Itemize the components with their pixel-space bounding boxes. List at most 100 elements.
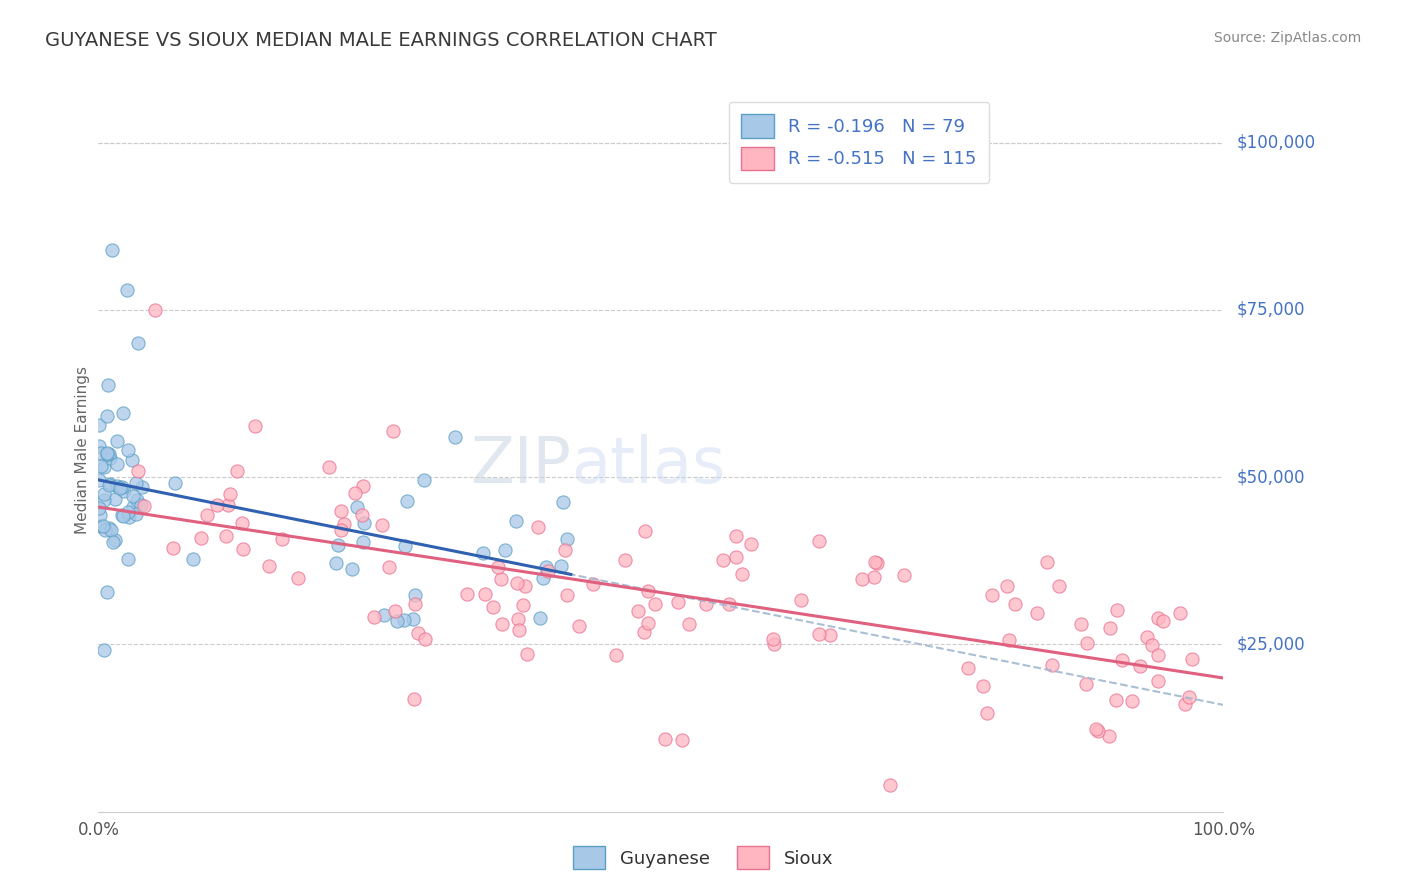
Point [412,473,434,487]
Point [1004,597,1026,611]
Point [87,473,110,487]
Point [404,597,426,611]
Point [343,486,366,500]
Point [790,593,813,607]
Point [105,434,128,449]
Point [91,519,114,533]
Point [287,571,309,585]
Point [96,445,118,459]
Point [111,508,134,522]
Point [1136,630,1159,644]
Point [232,541,254,556]
Point [678,617,700,632]
Point [112,406,135,420]
Point [115,283,138,297]
Point [245,418,267,433]
Point [634,524,657,538]
Point [96,584,118,599]
Point [340,562,363,576]
Point [98,451,121,466]
Text: GUYANESE VS SIOUX MEDIAN MALE EARNINGS CORRELATION CHART: GUYANESE VS SIOUX MEDIAN MALE EARNINGS C… [45,31,717,50]
Point [456,587,478,601]
Point [108,481,131,495]
Legend: R = -0.196   N = 79, R = -0.515   N = 115: R = -0.196 N = 79, R = -0.515 N = 115 [728,102,990,183]
Point [205,498,228,512]
Point [1147,611,1170,625]
Point [125,492,148,507]
Point [1076,635,1098,649]
Point [90,446,112,460]
Point [550,558,572,573]
Point [862,570,884,584]
Point [1121,694,1143,708]
Point [93,492,115,507]
Point [96,409,118,423]
Point [363,610,385,624]
Point [333,516,356,531]
Point [998,633,1021,648]
Point [956,660,979,674]
Point [740,536,762,550]
Point [555,588,578,602]
Point [346,500,368,514]
Point [352,508,374,523]
Point [1129,659,1152,673]
Point [1142,638,1164,652]
Point [195,508,218,522]
Point [731,566,754,581]
Point [131,480,153,494]
Point [724,549,747,564]
Point [394,613,416,627]
Point [1181,652,1204,666]
Point [105,457,128,471]
Point [879,778,901,792]
Point [1036,556,1059,570]
Point [108,481,131,495]
Point [326,538,349,552]
Point [122,500,145,514]
Point [1087,724,1109,739]
Point [725,528,748,542]
Point [551,495,574,509]
Point [330,523,353,537]
Point [1105,692,1128,706]
Point [505,514,527,528]
Point [695,597,717,611]
Point [506,612,529,626]
Point [98,447,121,461]
Point [513,579,536,593]
Point [763,637,786,651]
Point [127,464,149,478]
Point [87,500,110,515]
Point [394,540,416,554]
Point [259,558,281,573]
Point [402,691,425,706]
Point [330,504,353,518]
Text: $50,000: $50,000 [1237,468,1306,486]
Point [101,243,124,257]
Point [1111,653,1133,667]
Point [117,552,139,566]
Point [384,604,406,618]
Point [97,521,120,535]
Point [1105,603,1128,617]
Point [404,588,426,602]
Point [1178,690,1201,704]
Point [1099,621,1122,635]
Point [568,619,591,633]
Point [512,599,534,613]
Point [711,553,734,567]
Point [582,577,605,591]
Point [353,516,375,530]
Point [762,632,785,646]
Point [111,480,134,494]
Point [1152,614,1174,628]
Legend: Guyanese, Sioux: Guyanese, Sioux [564,838,842,879]
Point [121,489,143,503]
Point [474,587,496,601]
Point [1070,616,1092,631]
Point [94,523,117,537]
Point [118,509,141,524]
Point [972,679,994,693]
Point [98,476,121,491]
